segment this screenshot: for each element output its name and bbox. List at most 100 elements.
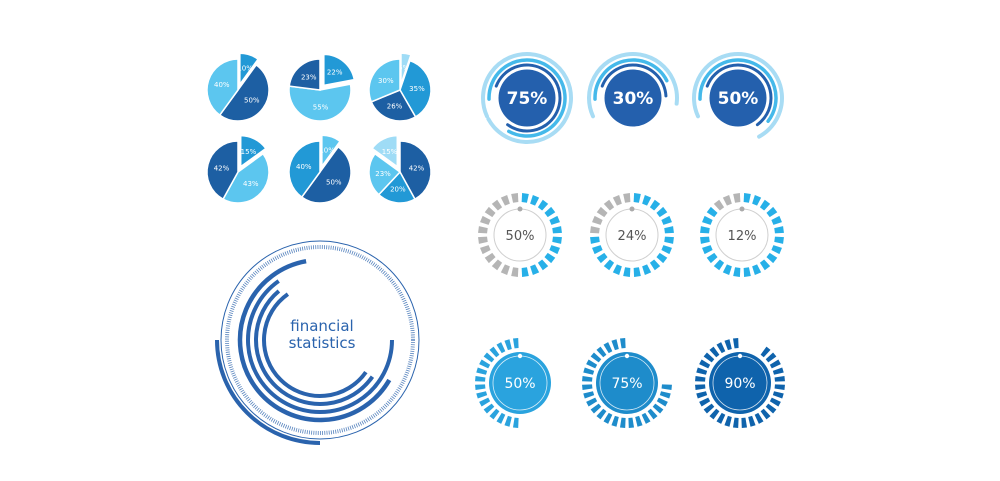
ring-segment	[549, 245, 560, 255]
ring-segment	[612, 264, 622, 275]
ring-segment	[603, 259, 615, 271]
ring-segment	[733, 267, 741, 277]
progress-ring-arc: 30%	[587, 52, 679, 127]
ring-segment	[483, 352, 495, 363]
progress-ring-segmented: 50%	[478, 193, 562, 277]
ring-marker-dot	[629, 206, 635, 212]
ring-segment	[661, 215, 672, 225]
ring-segment	[480, 215, 491, 225]
ring-segment	[743, 193, 751, 203]
ring-segment	[713, 199, 725, 211]
ring-segment	[611, 339, 619, 351]
emblem-outer-circle	[220, 240, 420, 440]
ring-segment	[649, 199, 661, 211]
emblem-arc	[254, 289, 375, 406]
pie-slice	[288, 58, 321, 91]
ring-segment	[590, 236, 600, 244]
progress-value: 50%	[504, 376, 535, 392]
ring-segment	[489, 346, 500, 358]
ring-segment	[772, 367, 784, 375]
progress-disk	[709, 352, 771, 414]
ring-segment	[596, 252, 608, 264]
pie-slice	[218, 63, 270, 122]
ring-segment	[695, 375, 706, 382]
ring-segment	[586, 397, 598, 407]
pie-slice	[288, 140, 321, 199]
progress-disk	[596, 352, 658, 414]
ring-segment	[611, 415, 619, 427]
progress-ring-arc: 50%	[692, 52, 784, 139]
ring-marker-dot	[737, 353, 743, 359]
progress-value: 50%	[718, 89, 759, 109]
ring-segment	[772, 391, 784, 399]
emblem-arc	[246, 279, 394, 414]
inner-arc	[705, 63, 773, 127]
ring-segment	[732, 338, 739, 349]
ring-segment	[771, 215, 782, 225]
ring-segment	[530, 195, 540, 206]
ring-segment	[590, 352, 602, 363]
pie-slice-label: 43%	[243, 180, 259, 188]
ring-segment	[512, 417, 519, 428]
progress-ring-segmented: 24%	[590, 193, 674, 277]
middle-arc	[698, 58, 778, 123]
ring-segment	[754, 412, 764, 424]
ring-segment	[699, 397, 711, 407]
pie-slice-label: 23%	[375, 170, 391, 178]
ring-segment	[586, 359, 598, 369]
ring-segment	[596, 206, 608, 218]
ring-segment	[752, 264, 762, 275]
ring-segment	[743, 267, 751, 277]
progress-ring-arc: 75%	[481, 52, 573, 144]
ring-segment	[478, 226, 488, 234]
ring-segment	[619, 338, 626, 349]
emblem-arc	[262, 292, 368, 398]
pie-slice	[368, 152, 402, 196]
ring-segment	[480, 245, 491, 255]
pie-slice	[222, 152, 270, 204]
ring-segment	[619, 417, 626, 428]
ring-segment	[661, 384, 672, 391]
pie-slice	[206, 140, 239, 201]
ring-segment	[479, 359, 491, 369]
ring-segment	[623, 267, 631, 277]
ring-segment	[511, 267, 519, 277]
ring-segment	[530, 264, 540, 275]
progress-value: 50%	[506, 229, 535, 244]
progress-value: 30%	[613, 89, 654, 109]
pie-slice	[371, 134, 399, 169]
ring-segment	[642, 264, 652, 275]
emblem-title-line1: financial	[290, 317, 353, 335]
pie-slice	[206, 58, 239, 117]
ring-segment	[484, 206, 496, 218]
ring-segment	[760, 408, 771, 420]
ring-segment	[696, 367, 708, 375]
ring-segment	[504, 339, 512, 351]
ring-segment	[759, 259, 771, 271]
ring-segment	[511, 193, 519, 203]
progress-value: 75%	[507, 89, 548, 109]
inner-arc	[600, 63, 668, 98]
ring-segment	[483, 403, 495, 414]
progress-value: 12%	[728, 229, 757, 244]
ring-segment	[664, 236, 674, 244]
ring-segment	[716, 342, 726, 354]
ring-segment	[695, 384, 706, 391]
pie-slice-label: 10%	[237, 65, 253, 73]
ring-segment	[722, 195, 732, 206]
ring-segment	[774, 236, 784, 244]
ring-segment	[702, 245, 713, 255]
ring-segment	[703, 403, 715, 414]
pie-slice	[377, 170, 416, 204]
ring-segment	[491, 199, 503, 211]
ring-segment	[633, 193, 641, 203]
emblem-title-line2: statistics	[289, 334, 356, 352]
ring-segment	[765, 403, 777, 414]
ring-segment	[479, 397, 491, 407]
ring-segment	[656, 252, 668, 264]
ring-segment	[476, 367, 488, 375]
ring-segment	[496, 342, 506, 354]
ring-marker-dot	[739, 206, 745, 212]
pie-slice-label: 10%	[319, 147, 335, 155]
